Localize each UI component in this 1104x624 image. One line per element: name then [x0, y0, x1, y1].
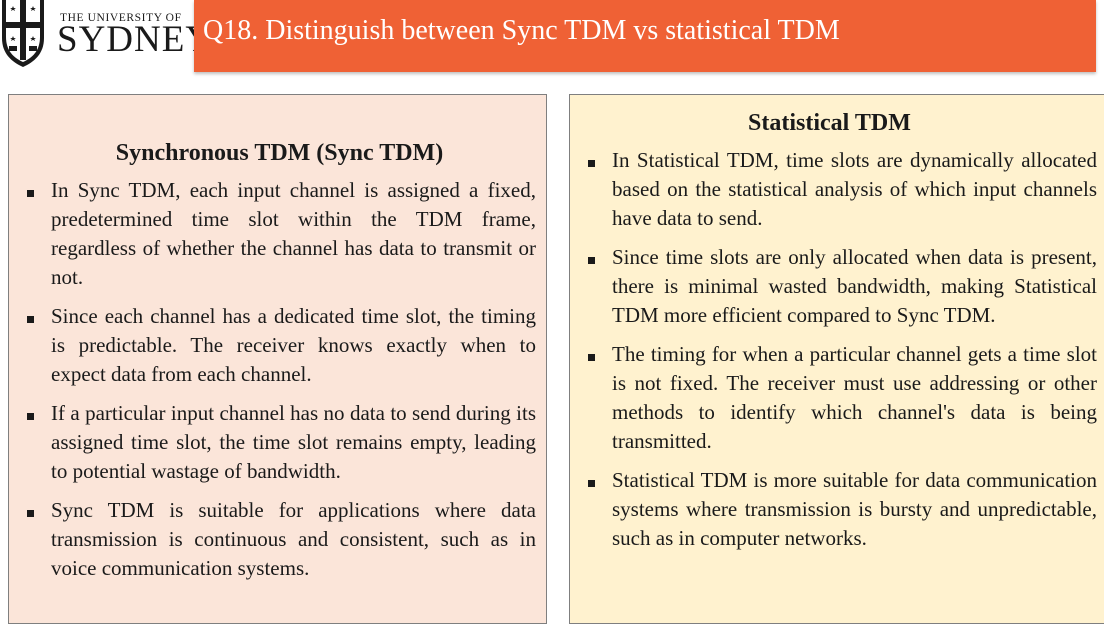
title-bar: Q18. Distinguish between Sync TDM vs sta…	[194, 0, 1096, 72]
statistical-tdm-bullet: Since time slots are only allocated when…	[584, 243, 1097, 330]
university-name-large: SYDNEY	[57, 19, 214, 60]
square-bullet-icon	[27, 510, 34, 517]
square-bullet-icon	[27, 316, 34, 323]
bullet-text: Since each channel has a dedicated time …	[51, 304, 536, 386]
square-bullet-icon	[588, 354, 595, 361]
university-name-small: THE UNIVERSITY OF	[60, 12, 182, 24]
sync-tdm-bullet: Sync TDM is suitable for applications wh…	[23, 496, 536, 583]
statistical-tdm-panel: Statistical TDM In Statistical TDM, time…	[569, 94, 1104, 624]
university-crest-icon	[2, 0, 44, 67]
sync-tdm-bullet: Since each channel has a dedicated time …	[23, 302, 536, 389]
statistical-tdm-heading: Statistical TDM	[748, 110, 911, 136]
bullet-text: Statistical TDM is more suitable for dat…	[612, 468, 1097, 550]
sync-tdm-heading: Synchronous TDM (Sync TDM)	[115, 140, 444, 166]
bullet-text: The timing for when a particular channel…	[612, 342, 1097, 453]
bullet-text: Since time slots are only allocated when…	[612, 245, 1097, 327]
bullet-text: In Statistical TDM, time slots are dynam…	[612, 148, 1097, 230]
statistical-tdm-bullet: The timing for when a particular channel…	[584, 340, 1097, 456]
sync-tdm-panel: Synchronous TDM (Sync TDM) In Sync TDM, …	[8, 94, 547, 624]
bullet-text: Sync TDM is suitable for applications wh…	[51, 498, 536, 580]
sync-tdm-bullet-list: In Sync TDM, each input channel is assig…	[23, 176, 536, 583]
square-bullet-icon	[588, 257, 595, 264]
sync-tdm-bullet: In Sync TDM, each input channel is assig…	[23, 176, 536, 292]
statistical-tdm-bullet-list: In Statistical TDM, time slots are dynam…	[584, 146, 1104, 553]
statistical-tdm-bullet: In Statistical TDM, time slots are dynam…	[584, 146, 1097, 233]
square-bullet-icon	[588, 160, 595, 167]
bullet-text: In Sync TDM, each input channel is assig…	[51, 178, 536, 289]
slide-title: Q18. Distinguish between Sync TDM vs sta…	[203, 15, 840, 46]
university-logo: THE UNIVERSITY OF SYDNEY	[0, 0, 212, 72]
sync-tdm-bullet: If a particular input channel has no dat…	[23, 399, 536, 486]
statistical-tdm-bullet: Statistical TDM is more suitable for dat…	[584, 466, 1097, 553]
square-bullet-icon	[588, 480, 595, 487]
square-bullet-icon	[27, 413, 34, 420]
bullet-text: If a particular input channel has no dat…	[51, 401, 536, 483]
square-bullet-icon	[27, 190, 34, 197]
